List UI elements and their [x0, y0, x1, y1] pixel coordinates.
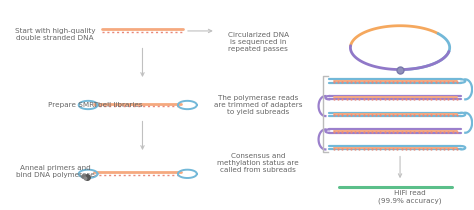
Text: Circularized DNA
is sequenced in
repeated passes: Circularized DNA is sequenced in repeate… [228, 32, 289, 52]
Text: Prepare SMRTbell libraries: Prepare SMRTbell libraries [48, 102, 143, 108]
Text: Start with high-quality
double stranded DNA: Start with high-quality double stranded … [15, 28, 95, 41]
Text: HiFi read
(99.9% accuracy): HiFi read (99.9% accuracy) [378, 190, 441, 203]
Text: Consensus and
methylation status are
called from subreads: Consensus and methylation status are cal… [218, 154, 299, 173]
Text: The polymerase reads
are trimmed of adapters
to yield subreads: The polymerase reads are trimmed of adap… [214, 95, 302, 115]
Text: Anneal primers and
bind DNA polymerase: Anneal primers and bind DNA polymerase [16, 165, 94, 178]
